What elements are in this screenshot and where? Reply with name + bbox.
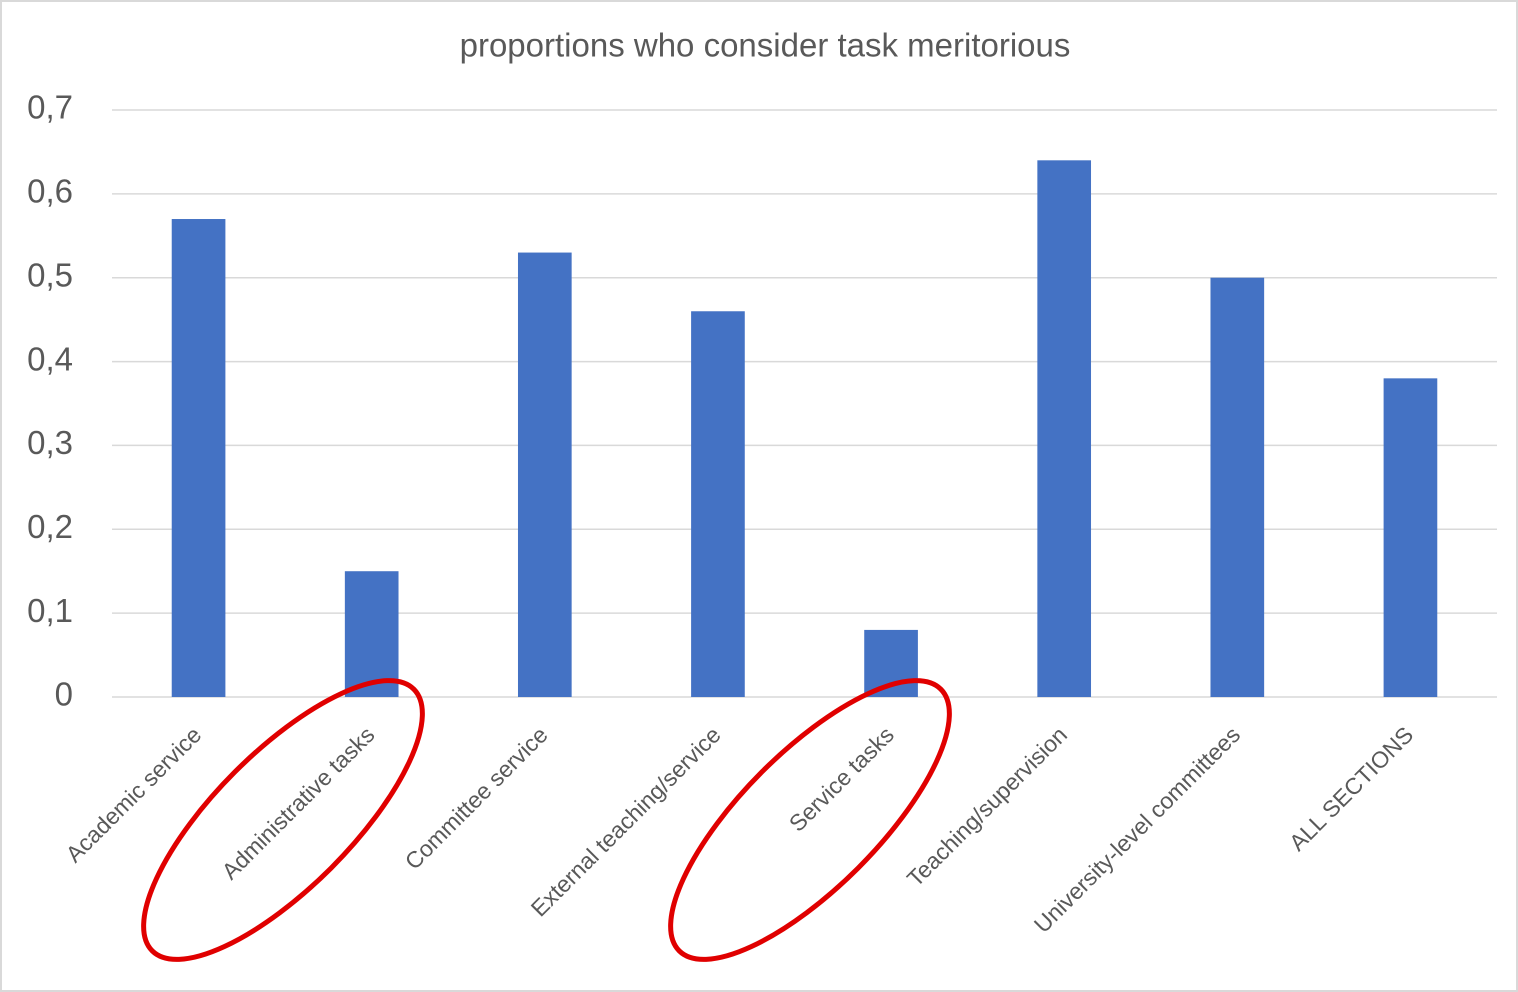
highlight-ellipse xyxy=(141,678,425,962)
y-tick-label: 0,3 xyxy=(27,424,73,461)
y-tick-label: 0 xyxy=(55,676,73,713)
bar xyxy=(171,219,226,697)
bar xyxy=(344,571,399,697)
highlight-ellipse xyxy=(668,678,952,962)
bar xyxy=(517,252,572,698)
y-tick-label: 0,5 xyxy=(27,256,73,293)
bar xyxy=(1383,378,1438,697)
bar xyxy=(691,311,745,697)
bar xyxy=(1210,277,1265,697)
y-tick-label: 0,4 xyxy=(27,340,73,377)
chart-title: proportions who consider task meritoriou… xyxy=(460,27,1071,64)
bar xyxy=(1037,160,1092,698)
y-tick-label: 0,6 xyxy=(27,173,73,210)
y-tick-label: 0,2 xyxy=(27,508,73,545)
y-tick-label: 0,7 xyxy=(27,89,73,126)
y-tick-label: 0,1 xyxy=(27,592,73,629)
